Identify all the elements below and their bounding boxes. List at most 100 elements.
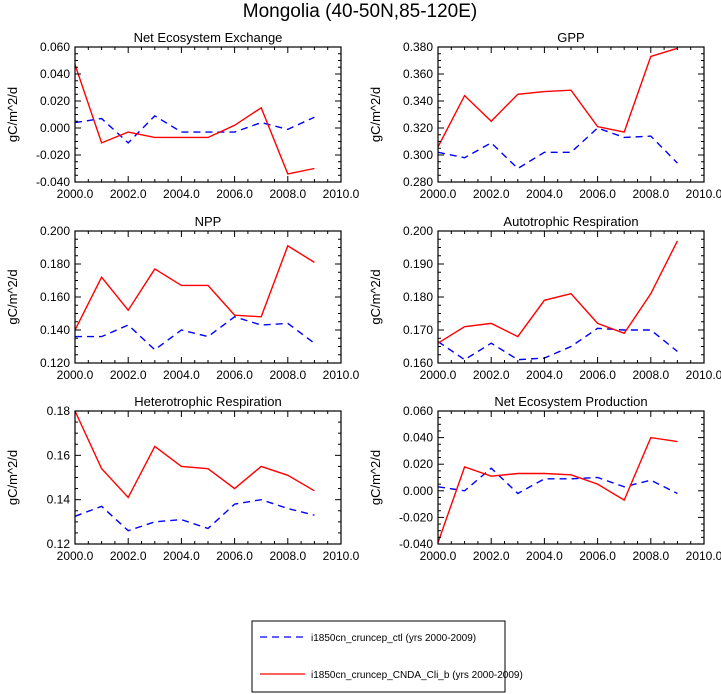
x-tick-label: 2004.0 bbox=[526, 187, 563, 201]
y-axis-label-npp: gC/m^2/d bbox=[5, 269, 20, 324]
x-tick-label: 2002.0 bbox=[473, 549, 510, 563]
y-tick-label: -0.020 bbox=[399, 510, 433, 524]
x-tick-label: 2008.0 bbox=[269, 368, 306, 382]
y-axis-label-gpp: gC/m^2/d bbox=[368, 87, 383, 142]
x-tick-label: 2004.0 bbox=[163, 187, 200, 201]
legend-box bbox=[251, 620, 506, 693]
panel-gpp: GPP gC/m^2/d 2000.0 2002.0 2004.0 2006.0 2008.… bbox=[368, 30, 721, 201]
y-tick-label: 0.18 bbox=[47, 404, 71, 418]
x-tick-label: 2002.0 bbox=[110, 368, 147, 382]
panel-title-net-ecosystem-exchange: Net Ecosystem Exchange bbox=[134, 30, 283, 45]
series-line-ctl-net-ecosystem-exchange bbox=[75, 114, 315, 144]
x-tick-label: 2008.0 bbox=[269, 187, 306, 201]
series-line-cnda-net-ecosystem-production bbox=[438, 436, 678, 543]
y-tick-label: 0.000 bbox=[40, 121, 70, 135]
panel-title-gpp: GPP bbox=[557, 30, 584, 45]
panel-net-ecosystem-exchange: Net Ecosystem Exchange gC/m^2/d 2000.0 2002… bbox=[5, 30, 360, 201]
x-tick-label: 2006.0 bbox=[579, 368, 616, 382]
y-tick-label: 0.200 bbox=[40, 224, 70, 238]
y-tick-label: 0.160 bbox=[403, 356, 433, 370]
y-tick-label: 0.170 bbox=[403, 323, 433, 337]
x-tick-label: 2004.0 bbox=[526, 368, 563, 382]
y-tick-label: 0.180 bbox=[403, 290, 433, 304]
y-tick-label: 0.380 bbox=[403, 40, 433, 54]
x-tick-label: 2010.0 bbox=[323, 549, 360, 563]
x-tick-label: 2008.0 bbox=[269, 549, 306, 563]
y-axis-label-net-ecosystem-production: gC/m^2/d bbox=[368, 450, 383, 505]
x-tick-label: 2002.0 bbox=[110, 187, 147, 201]
x-tick-label: 2004.0 bbox=[163, 368, 200, 382]
x-tick-label: 2002.0 bbox=[110, 549, 147, 563]
x-tick-label: 2008.0 bbox=[632, 187, 669, 201]
x-tick-label: 2000.0 bbox=[57, 187, 94, 201]
y-tick-label: 0.120 bbox=[40, 356, 70, 370]
y-tick-label: 0.340 bbox=[403, 94, 433, 108]
x-tick-label: 2006.0 bbox=[216, 549, 253, 563]
y-tick-label: 0.190 bbox=[403, 257, 433, 271]
panel-title-autotrophic-respiration: Autotrophic Respiration bbox=[503, 214, 638, 229]
x-tick-label: 2002.0 bbox=[473, 368, 510, 382]
x-tick-label: 2000.0 bbox=[420, 549, 457, 563]
y-tick-label: 0.020 bbox=[403, 457, 433, 471]
series-line-ctl-heterotrophic-respiration bbox=[75, 498, 315, 532]
y-tick-label: 0.280 bbox=[403, 175, 433, 189]
series-line-cnda-npp bbox=[75, 244, 315, 331]
panel-net-ecosystem-production: Net Ecosystem Production gC/m^2/d 2000.0 20… bbox=[368, 394, 721, 563]
x-tick-label: 2000.0 bbox=[57, 368, 94, 382]
panel-title-npp: NPP bbox=[195, 214, 222, 229]
legend-label-ctl: i1850cn_cruncep_ctl (yrs 2000-2009) bbox=[311, 633, 476, 644]
y-tick-label: 0.360 bbox=[403, 67, 433, 81]
panel-title-heterotrophic-respiration: Heterotrophic Respiration bbox=[134, 394, 281, 409]
y-tick-label: 0.140 bbox=[40, 323, 70, 337]
y-tick-label: 0.300 bbox=[403, 148, 433, 162]
legend: i1850cn_cruncep_ctl (yrs 2000-2009) i185… bbox=[251, 620, 523, 693]
x-tick-label: 2002.0 bbox=[473, 187, 510, 201]
series-line-cnda-gpp bbox=[438, 47, 678, 148]
series-line-ctl-gpp bbox=[438, 127, 678, 170]
y-tick-label: 0.060 bbox=[403, 404, 433, 418]
y-tick-label: 0.12 bbox=[47, 537, 71, 551]
y-tick-label: 0.020 bbox=[40, 94, 70, 108]
y-axis-label-net-ecosystem-exchange: gC/m^2/d bbox=[5, 87, 20, 142]
x-tick-label: 2010.0 bbox=[323, 368, 360, 382]
x-tick-label: 2006.0 bbox=[216, 187, 253, 201]
y-axis-label-autotrophic-respiration: gC/m^2/d bbox=[368, 269, 383, 324]
series-line-ctl-npp bbox=[75, 316, 315, 351]
y-axis-label-heterotrophic-respiration: gC/m^2/d bbox=[5, 450, 20, 505]
y-tick-label: -0.020 bbox=[36, 148, 70, 162]
series-line-cnda-heterotrophic-respiration bbox=[75, 411, 315, 499]
series-line-cnda-net-ecosystem-exchange bbox=[75, 64, 315, 175]
y-tick-label: 0.200 bbox=[403, 224, 433, 238]
x-tick-label: 2006.0 bbox=[579, 549, 616, 563]
y-tick-label: -0.040 bbox=[36, 175, 70, 189]
series-line-ctl-autotrophic-respiration bbox=[438, 327, 678, 361]
y-tick-label: 0.16 bbox=[47, 448, 71, 462]
y-tick-label: 0.180 bbox=[40, 257, 70, 271]
y-tick-label: 0.14 bbox=[47, 493, 71, 507]
x-tick-label: 2000.0 bbox=[57, 549, 94, 563]
x-tick-label: 2000.0 bbox=[420, 368, 457, 382]
y-tick-label: 0.060 bbox=[40, 40, 70, 54]
panel-heterotrophic-respiration: Heterotrophic Respiration gC/m^2/d 2000.0 2… bbox=[5, 394, 360, 563]
x-tick-label: 2006.0 bbox=[579, 187, 616, 201]
x-tick-label: 2000.0 bbox=[420, 187, 457, 201]
x-tick-label: 2010.0 bbox=[686, 368, 721, 382]
x-tick-label: 2006.0 bbox=[216, 368, 253, 382]
y-tick-label: 0.320 bbox=[403, 121, 433, 135]
panels-group: Net Ecosystem Exchange gC/m^2/d 2000.0 2002… bbox=[5, 30, 721, 563]
panel-title-net-ecosystem-production: Net Ecosystem Production bbox=[494, 394, 647, 409]
x-tick-label: 2008.0 bbox=[632, 549, 669, 563]
figure-title: Mongolia (40-50N,85-120E) bbox=[243, 1, 477, 22]
x-tick-label: 2004.0 bbox=[526, 549, 563, 563]
panel-autotrophic-respiration: Autotrophic Respiration gC/m^2/d 2000.0 200… bbox=[368, 214, 721, 382]
x-tick-label: 2008.0 bbox=[632, 368, 669, 382]
x-tick-label: 2010.0 bbox=[323, 187, 360, 201]
legend-label-cnda: i1850cn_cruncep_CNDA_Cli_b (yrs 2000-200… bbox=[311, 670, 523, 681]
x-tick-label: 2010.0 bbox=[686, 187, 721, 201]
y-tick-label: -0.040 bbox=[399, 537, 433, 551]
panel-npp: NPP gC/m^2/d 2000.0 2002.0 2004.0 2006.0 2008.… bbox=[5, 214, 360, 382]
y-tick-label: 0.040 bbox=[403, 431, 433, 445]
y-tick-label: 0.040 bbox=[40, 67, 70, 81]
